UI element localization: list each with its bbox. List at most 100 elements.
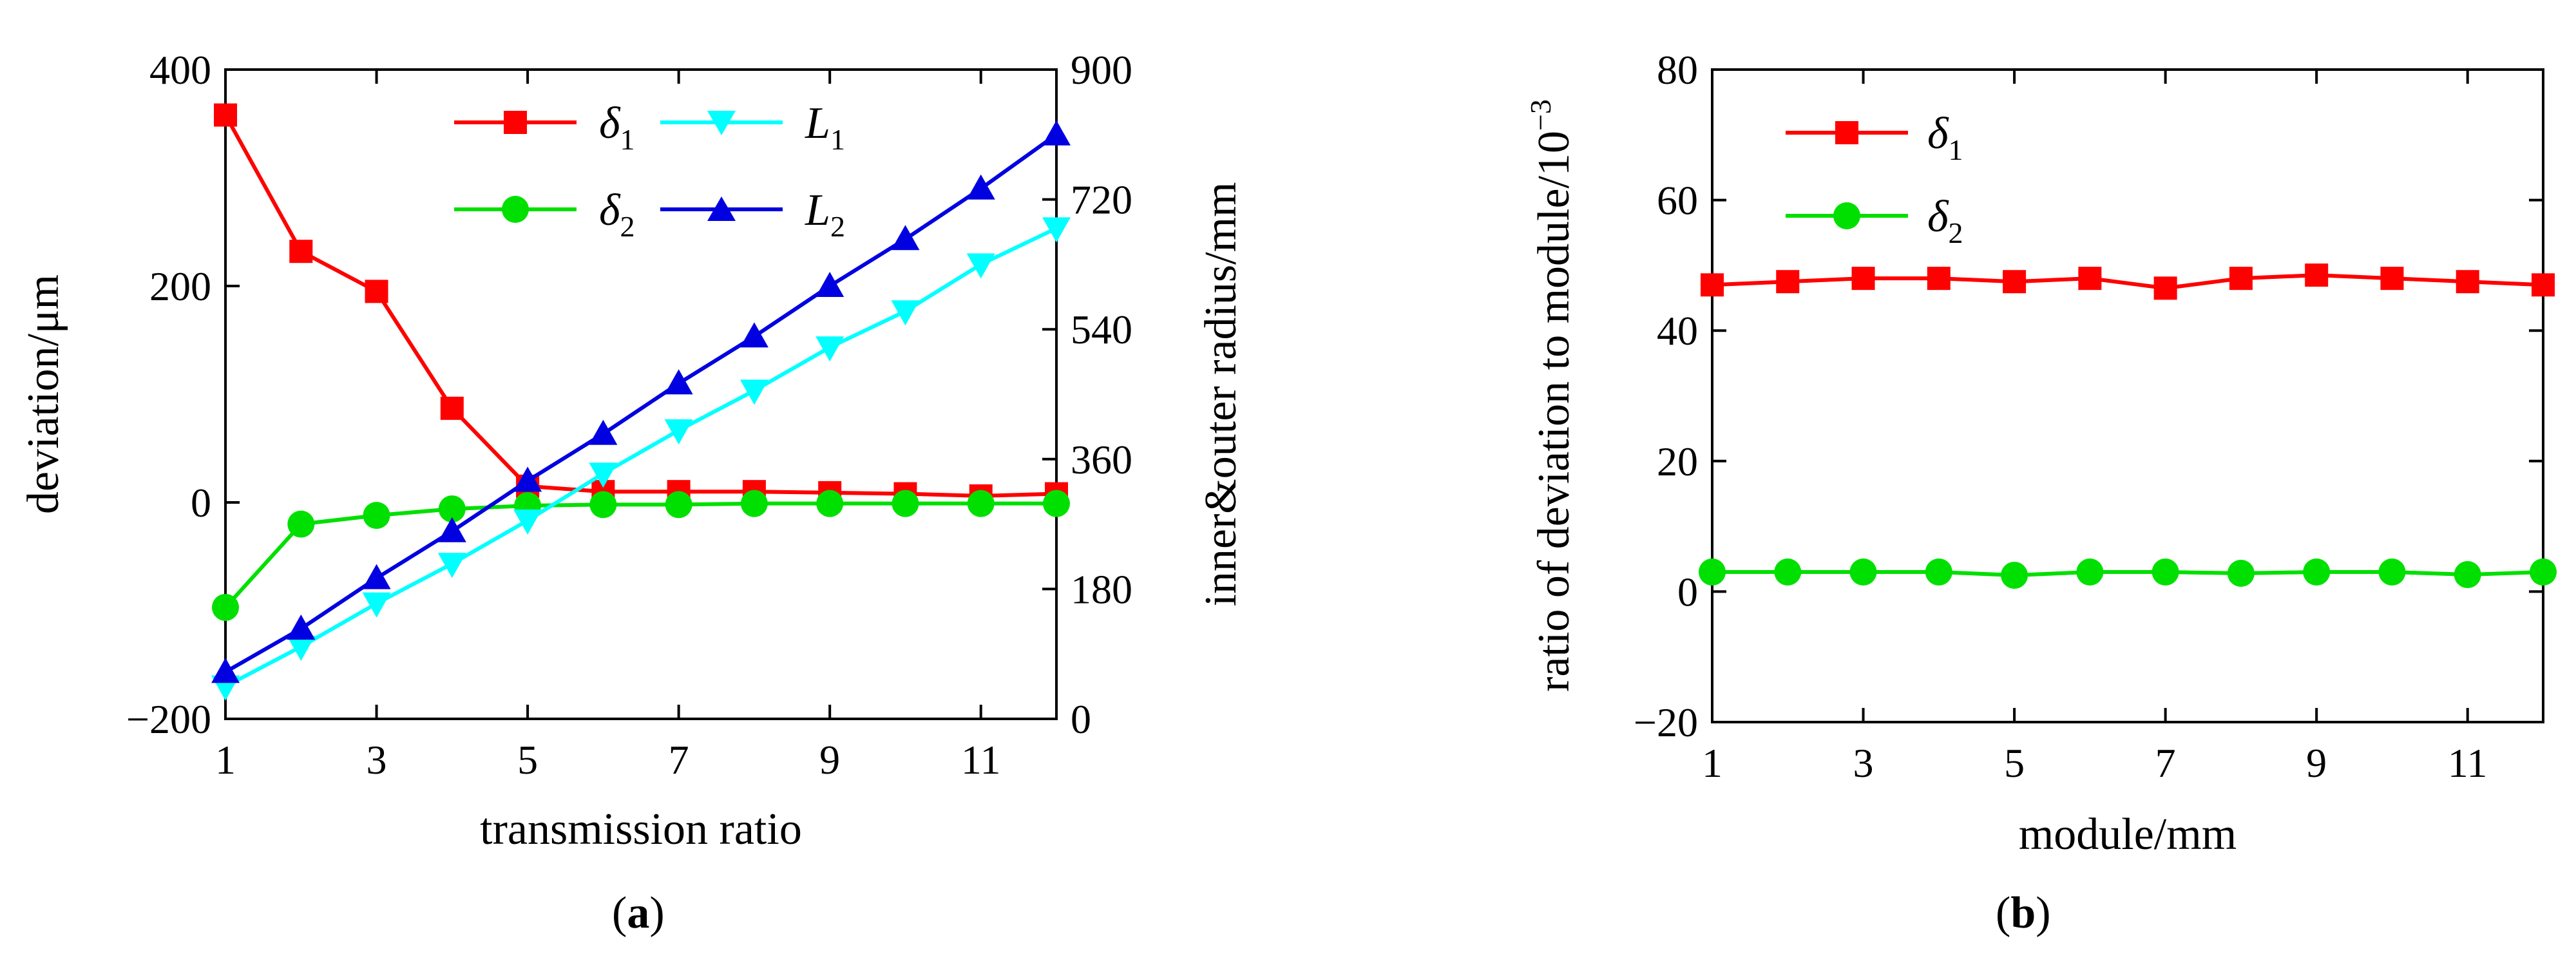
chart-b-ylabel: ratio of deviation to module/10−3 [1524, 99, 1579, 692]
legend-item-delta2: δ2 [1786, 192, 1963, 249]
svg-text:δ2: δ2 [1927, 192, 1963, 249]
data-point-delta2 [589, 491, 617, 519]
chart-b-caption: (b) [1996, 888, 2051, 938]
x-tick-label: 1 [1702, 740, 1722, 786]
legend-item-L2: L2 [660, 186, 845, 243]
data-point-delta2 [1774, 558, 1802, 586]
x-tick-label: 3 [1853, 740, 1874, 786]
data-point-L2 [437, 517, 466, 542]
data-point-L2 [513, 466, 542, 492]
data-point-delta2 [2227, 560, 2255, 587]
data-point-L2 [362, 564, 391, 589]
data-point-delta2 [2303, 558, 2331, 586]
legend-sub-delta1: 1 [620, 123, 635, 156]
data-point-delta1 [1701, 273, 1724, 297]
y-right-tick-label: 540 [1071, 307, 1132, 352]
chart-a-caption: (a) [612, 888, 665, 938]
legend-label-delta1: δ [599, 99, 621, 148]
legend-label-L2: L [805, 186, 830, 235]
svg-text:δ1: δ1 [1927, 109, 1963, 166]
data-point-L1 [437, 553, 466, 578]
data-point-delta1 [214, 103, 237, 127]
y-tick-label: 200 [149, 263, 211, 309]
y-tick-label: 80 [1657, 47, 1698, 93]
data-point-delta1 [2380, 267, 2404, 291]
legend-sub-L1: 1 [830, 123, 845, 156]
legend-label-delta2: δ [599, 186, 621, 235]
y-tick-label: 20 [1657, 439, 1698, 484]
data-point-delta2 [438, 495, 466, 523]
y-right-tick-label: 360 [1071, 437, 1132, 482]
data-point-delta1 [2305, 263, 2329, 287]
data-point-L2 [287, 615, 316, 640]
data-point-L2 [891, 225, 920, 251]
data-point-delta2 [2378, 558, 2406, 586]
data-point-L2 [966, 174, 995, 200]
legend-label-L1: L [805, 99, 830, 148]
legend-item-L1: L1 [660, 99, 845, 156]
legend-item-delta2: δ2 [454, 186, 635, 243]
legend-marker-square [504, 111, 527, 134]
data-point-delta1 [1776, 270, 1800, 294]
legend-sub-L2: 2 [830, 210, 845, 243]
data-point-L2 [589, 419, 618, 445]
legend-marker-circle [502, 196, 529, 223]
chart-b-series [1699, 263, 2557, 589]
chart-a-xlabel: transmission ratio [480, 805, 802, 854]
legend-label-delta2: δ [1927, 192, 1949, 242]
x-tick-label: 9 [2306, 740, 2327, 786]
data-point-delta2 [1043, 490, 1070, 517]
data-point-L2 [1042, 120, 1071, 146]
data-point-delta1 [2003, 270, 2027, 294]
svg-text:L1: L1 [805, 99, 845, 156]
y-tick-label: 400 [149, 47, 211, 93]
data-point-delta1 [2153, 276, 2177, 300]
data-point-delta1 [2456, 270, 2479, 294]
chart-b-ticks: 1 3 5 7 9 11 −20 0 20 40 60 80 [1634, 47, 2543, 786]
legend-sub-delta1: 1 [1949, 133, 1963, 166]
data-point-L1 [287, 636, 316, 661]
data-point-delta2 [287, 510, 315, 538]
legend-item-delta1: δ1 [454, 99, 635, 156]
data-point-delta2 [2001, 562, 2028, 589]
data-point-delta1 [440, 396, 464, 420]
svg-text:δ1: δ1 [599, 99, 635, 156]
data-point-delta2 [363, 502, 390, 529]
data-point-delta1 [289, 240, 313, 263]
data-point-delta2 [665, 491, 692, 519]
data-point-L1 [816, 336, 844, 362]
data-point-delta2 [2076, 558, 2104, 586]
legend-item-delta1: δ1 [1786, 109, 1963, 166]
data-point-delta2 [212, 593, 239, 621]
data-point-delta1 [1851, 267, 1875, 291]
series-line-delta2 [1712, 570, 2544, 578]
data-point-delta2 [2151, 558, 2179, 586]
data-point-delta1 [365, 280, 388, 303]
legend-marker-square [1835, 121, 1858, 144]
data-point-delta2 [1849, 558, 1877, 586]
x-tick-label: 7 [2155, 740, 2176, 786]
x-tick-label: 1 [215, 737, 236, 783]
series-line-L2 [224, 133, 1058, 674]
legend-label-delta1: δ [1927, 109, 1949, 158]
chart-b: 1 3 5 7 9 11 −20 0 20 40 60 80 module/mm ratio of d… [1524, 47, 2557, 938]
x-tick-label: 5 [517, 737, 538, 783]
data-point-delta1 [2229, 267, 2253, 291]
data-point-L2 [739, 322, 768, 348]
x-tick-label: 5 [2004, 740, 2025, 786]
legend-sub-delta2: 2 [1949, 216, 1963, 249]
y-tick-label: 0 [191, 480, 211, 526]
data-point-delta2 [1699, 558, 1726, 586]
y-right-tick-label: 180 [1071, 566, 1132, 612]
legend-sub-delta2: 2 [620, 210, 635, 243]
series-line-L1 [224, 226, 1058, 689]
x-tick-label: 11 [961, 737, 1001, 783]
chart-b-legend: δ1 δ2 [1786, 109, 1963, 249]
data-point-delta1 [1927, 267, 1951, 291]
series-line-delta2 [224, 501, 1056, 609]
y-tick-label: −200 [126, 696, 211, 742]
data-point-delta1 [2532, 273, 2555, 297]
